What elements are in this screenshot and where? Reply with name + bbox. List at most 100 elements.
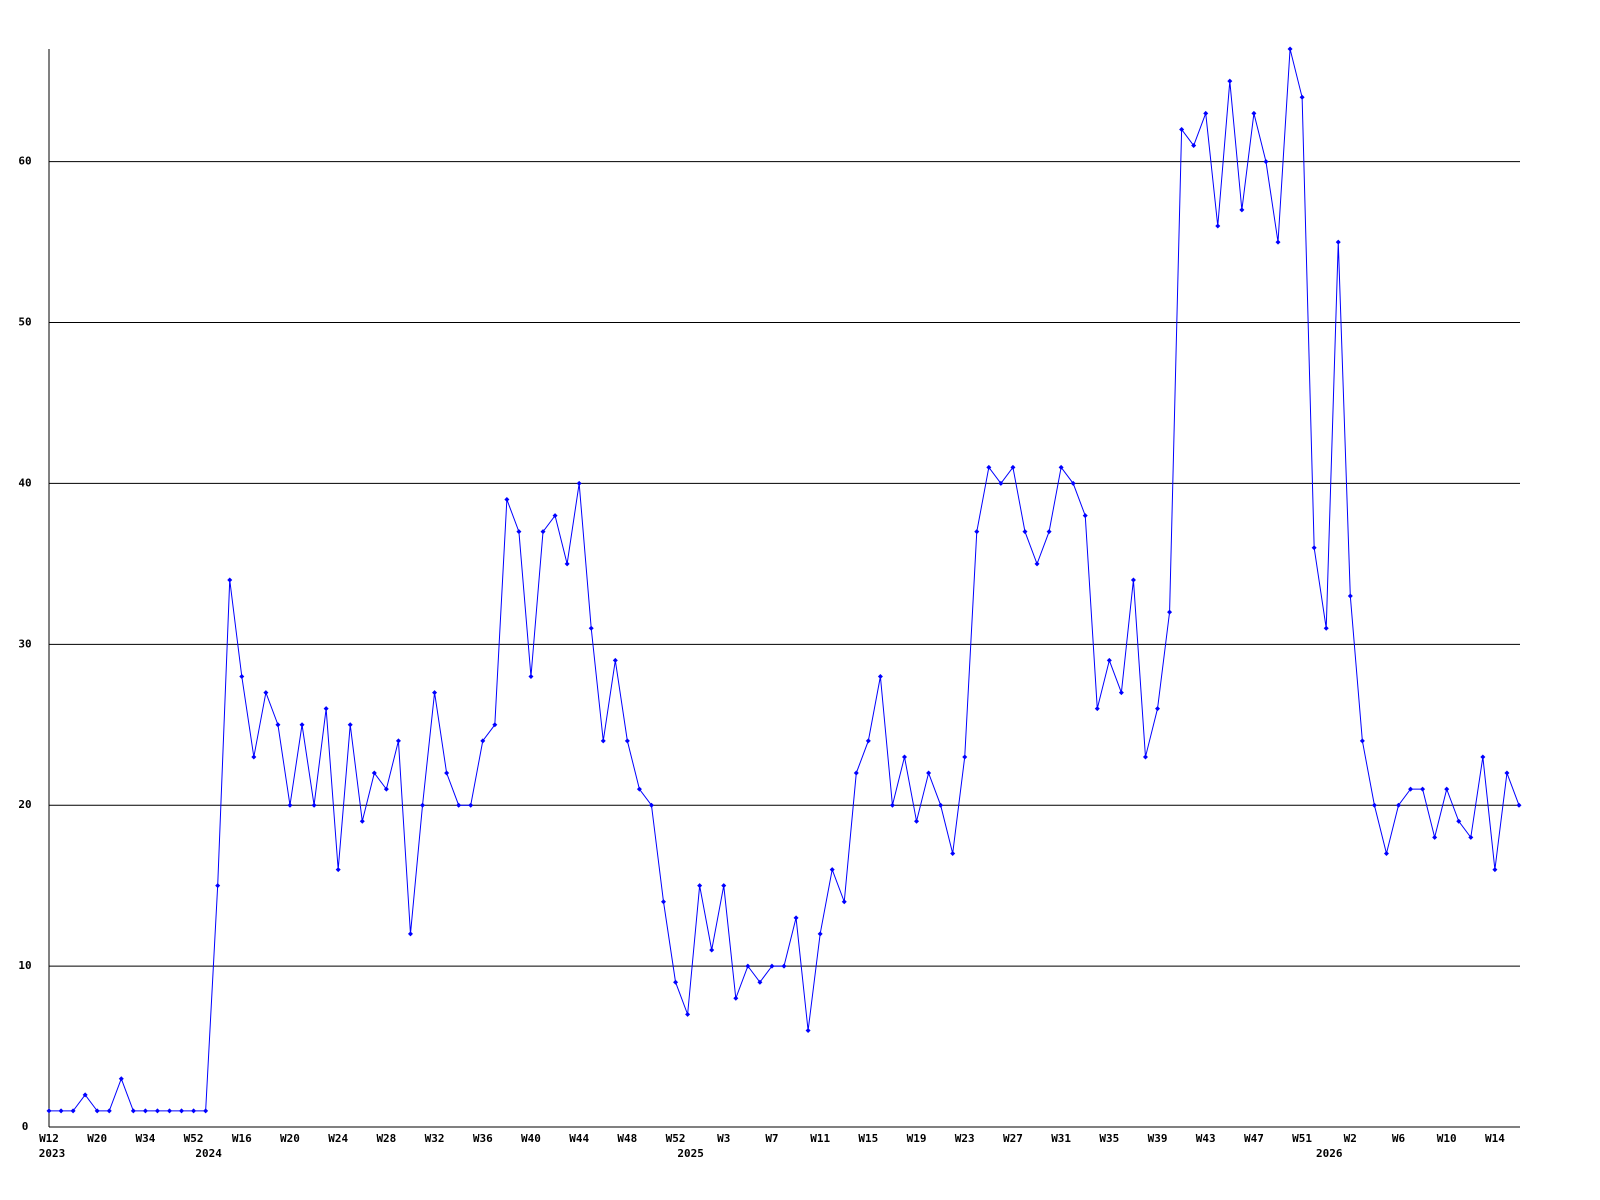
data-point (1022, 529, 1028, 535)
data-point (179, 1108, 185, 1114)
data-point (432, 690, 438, 696)
data-point (612, 657, 618, 663)
data-point (456, 802, 462, 808)
x-tick-label: W20 (280, 1132, 300, 1145)
data-point (1263, 159, 1269, 165)
data-point (1444, 786, 1450, 792)
data-point (1106, 657, 1112, 663)
data-point (1010, 464, 1016, 470)
x-tick-label: W10 (1437, 1132, 1457, 1145)
data-point (492, 722, 498, 728)
data-point (275, 722, 281, 728)
data-point (1155, 706, 1161, 712)
x-tick-label: W48 (617, 1132, 637, 1145)
x-tick-label: W51 (1292, 1132, 1312, 1145)
data-point (504, 497, 510, 503)
x-tick-label: W3 (717, 1132, 730, 1145)
data-point (251, 754, 257, 760)
data-point (1420, 786, 1426, 792)
data-point (118, 1076, 124, 1082)
data-point (299, 722, 305, 728)
data-point (203, 1108, 209, 1114)
data-point (106, 1108, 112, 1114)
x-tick-label: W52 (184, 1132, 204, 1145)
data-point (781, 963, 787, 969)
x-tick-label: W31 (1051, 1132, 1071, 1145)
data-point (962, 754, 968, 760)
data-point (1492, 867, 1498, 873)
data-point (1432, 834, 1438, 840)
data-point (335, 867, 341, 873)
data-point (1408, 786, 1414, 792)
data-point (661, 899, 667, 905)
x-tick-label: W43 (1196, 1132, 1216, 1145)
data-point (395, 738, 401, 744)
x-tick-label: W40 (521, 1132, 541, 1145)
data-point (1287, 46, 1293, 52)
data-point (1335, 239, 1341, 245)
data-point (1239, 207, 1245, 213)
data-point (444, 770, 450, 776)
data-point (926, 770, 932, 776)
data-point (1082, 513, 1088, 519)
data-point (58, 1108, 64, 1114)
data-point (1516, 802, 1522, 808)
data-point (998, 480, 1004, 486)
data-point (1371, 802, 1377, 808)
data-point (1396, 802, 1402, 808)
data-point (950, 850, 956, 856)
data-point (564, 561, 570, 567)
data-point (383, 786, 389, 792)
data-point (733, 995, 739, 1001)
data-point (166, 1108, 172, 1114)
data-point (263, 690, 269, 696)
data-point (914, 818, 920, 824)
data-point (46, 1108, 52, 1114)
data-point (1359, 738, 1365, 744)
data-point (986, 464, 992, 470)
data-point (1383, 850, 1389, 856)
data-point (721, 883, 727, 889)
x-tick-label: W27 (1003, 1132, 1023, 1145)
data-point (685, 1011, 691, 1017)
x-tick-label: W6 (1392, 1132, 1406, 1145)
data-point (673, 979, 679, 985)
x-tick-label: W44 (569, 1132, 589, 1145)
data-point (540, 529, 546, 535)
x-tick-label: W7 (765, 1132, 778, 1145)
data-point (1167, 609, 1173, 615)
data-point (1215, 223, 1221, 229)
data-point (552, 513, 558, 519)
data-point (829, 867, 835, 873)
data-point (516, 529, 522, 535)
y-tick-label: 0 (22, 1120, 29, 1133)
data-point (215, 883, 221, 889)
data-point (576, 480, 582, 486)
data-point (974, 529, 980, 535)
x-tick-label: W34 (135, 1132, 155, 1145)
x-tick-label: W47 (1244, 1132, 1264, 1145)
data-point (371, 770, 377, 776)
y-tick-label: 60 (18, 155, 31, 168)
data-point (1275, 239, 1281, 245)
x-year-label: 2026 (1316, 1147, 1343, 1160)
data-point (347, 722, 353, 728)
x-tick-label: W32 (425, 1132, 445, 1145)
data-point (709, 947, 715, 953)
data-point (817, 931, 823, 937)
data-point (359, 818, 365, 824)
data-point (805, 1027, 811, 1033)
x-tick-label: W35 (1099, 1132, 1119, 1145)
x-tick-label: W24 (328, 1132, 348, 1145)
data-point (1179, 126, 1185, 132)
data-point (865, 738, 871, 744)
data-point (1227, 78, 1233, 84)
data-point (1456, 818, 1462, 824)
x-tick-label: W2 (1344, 1132, 1357, 1145)
data-point (624, 738, 630, 744)
x-tick-label: W19 (907, 1132, 927, 1145)
x-tick-label: W28 (376, 1132, 396, 1145)
data-point (1504, 770, 1510, 776)
